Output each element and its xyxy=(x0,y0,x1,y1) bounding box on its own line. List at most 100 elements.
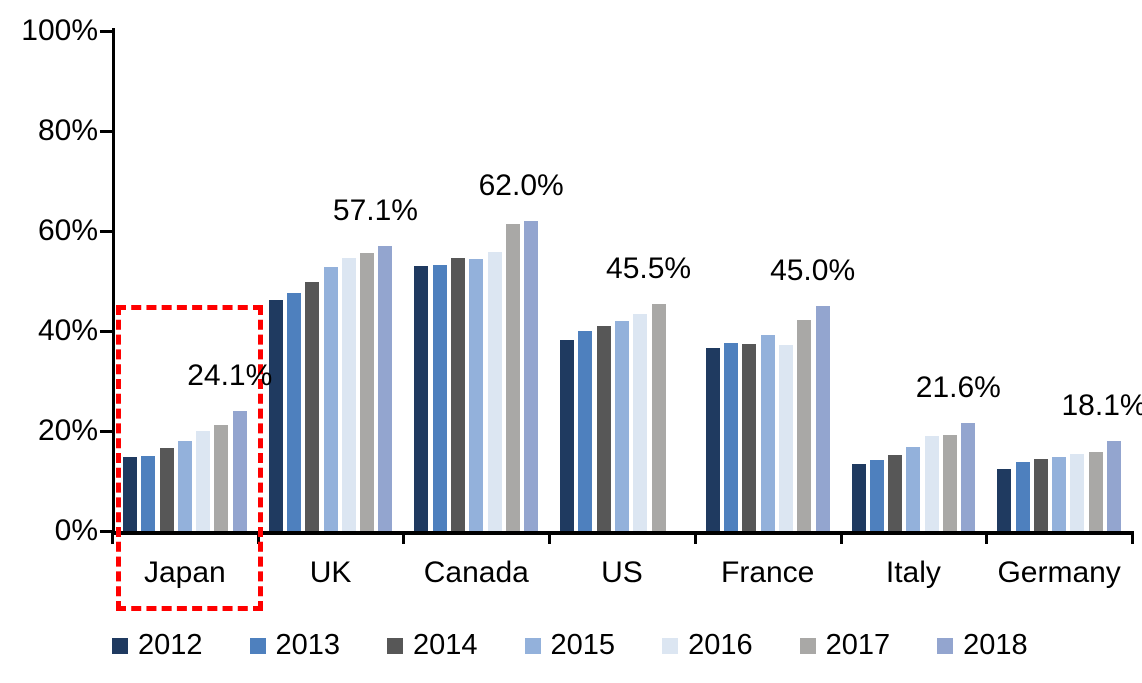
bar-us-2014 xyxy=(596,326,611,531)
bar-japan-2012 xyxy=(122,457,137,531)
y-axis-tick-label: 20% xyxy=(37,414,98,447)
legend-label-2013: 2013 xyxy=(275,629,341,661)
y-axis-tick-label: 60% xyxy=(37,214,98,247)
bar-italy-2014 xyxy=(888,454,903,531)
y-axis-tick-label: 80% xyxy=(37,114,98,147)
y-axis-tick-label: 0% xyxy=(54,514,98,547)
x-axis-label-france: France xyxy=(721,556,815,589)
bar-germany-2018 xyxy=(1107,440,1122,531)
bar-italy-2015 xyxy=(906,446,921,531)
legend-label-2016: 2016 xyxy=(688,629,753,661)
data-label-france: 45.0% xyxy=(770,254,856,287)
bar-us-2016 xyxy=(633,313,648,531)
bar-canada-2014 xyxy=(450,257,465,531)
data-label-italy: 21.6% xyxy=(915,371,1001,404)
bar-us-2013 xyxy=(578,330,593,531)
y-axis-tick-label: 100% xyxy=(21,14,98,47)
x-axis-label-canada: Canada xyxy=(423,556,529,589)
data-label-germany: 18.1% xyxy=(1061,388,1142,422)
legend-item-2017: 2017 xyxy=(799,629,891,662)
bar-us-2012 xyxy=(560,340,575,531)
bar-france-2013 xyxy=(724,343,739,531)
legend-item-2016: 2016 xyxy=(662,629,753,662)
bar-germany-2017 xyxy=(1088,452,1103,531)
y-axis-tick-mark xyxy=(100,330,113,333)
y-axis-tick-mark xyxy=(100,230,113,233)
legend-item-2018: 2018 xyxy=(937,629,1028,662)
bar-us-2017 xyxy=(651,303,666,531)
bar-france-2017 xyxy=(797,319,812,531)
data-label-us: 45.5% xyxy=(606,251,692,285)
data-label-uk: 57.1% xyxy=(332,193,418,227)
bar-us-2015 xyxy=(615,320,629,531)
bar-canada-2016 xyxy=(487,251,502,531)
bar-japan-2015 xyxy=(177,440,192,531)
legend-swatch-2018 xyxy=(937,637,954,654)
bar-germany-2016 xyxy=(1070,454,1085,531)
legend-swatch-2015 xyxy=(524,637,541,654)
x-axis-tick-mark xyxy=(111,531,114,544)
bar-uk-2014 xyxy=(305,282,320,531)
data-label-japan: 24.1% xyxy=(187,358,273,392)
bar-canada-2012 xyxy=(414,266,429,531)
bar-italy-2012 xyxy=(851,464,866,531)
bar-canada-2017 xyxy=(505,223,520,531)
bar-germany-2012 xyxy=(997,469,1012,531)
x-axis-tick-mark xyxy=(402,531,406,544)
y-axis-line xyxy=(112,28,115,532)
bar-japan-2016 xyxy=(196,430,211,531)
x-axis-tick-mark xyxy=(693,531,697,544)
x-axis-tick-mark xyxy=(839,531,843,544)
bar-france-2016 xyxy=(779,345,793,531)
legend-item-2012: 2012 xyxy=(112,629,203,662)
legend-label-2017: 2017 xyxy=(825,629,891,661)
bar-canada-2013 xyxy=(432,264,447,531)
x-axis-label-uk: UK xyxy=(309,556,352,589)
x-axis-label-us: US xyxy=(601,556,643,589)
bar-france-2012 xyxy=(705,348,720,531)
x-axis-tick-mark xyxy=(548,531,552,544)
japan-highlight-box xyxy=(116,305,263,611)
legend-item-2013: 2013 xyxy=(249,629,341,662)
bar-uk-2015 xyxy=(323,266,338,531)
x-axis-tick-mark xyxy=(1131,531,1134,544)
x-axis-label-italy: Italy xyxy=(885,556,941,589)
bar-japan-2014 xyxy=(159,447,174,531)
y-axis-tick-label: 40% xyxy=(37,314,98,347)
y-axis-tick-mark xyxy=(100,30,113,33)
legend-swatch-2013 xyxy=(249,637,266,654)
bar-italy-2017 xyxy=(943,434,958,531)
bar-germany-2014 xyxy=(1033,458,1048,531)
x-axis-label-germany: Germany xyxy=(997,556,1121,589)
bar-germany-2013 xyxy=(1015,461,1030,531)
x-axis-line xyxy=(111,531,1133,535)
legend-swatch-2012 xyxy=(112,637,128,654)
data-label-canada: 62.0% xyxy=(478,169,564,202)
bar-germany-2015 xyxy=(1052,456,1067,531)
bar-japan-2018 xyxy=(232,410,247,531)
legend-swatch-2016 xyxy=(662,637,679,654)
legend-item-2014: 2014 xyxy=(387,629,478,662)
legend-label-2015: 2015 xyxy=(550,629,616,661)
bar-italy-2018 xyxy=(961,423,976,531)
legend: 2012 2013 2014 2015 2016 2017 2018 xyxy=(112,629,1028,662)
bar-japan-2013 xyxy=(141,456,156,531)
y-axis-tick-mark xyxy=(100,530,113,533)
bar-france-2018 xyxy=(815,306,830,531)
legend-item-2015: 2015 xyxy=(524,629,616,662)
x-axis-tick-mark xyxy=(985,531,989,544)
bar-uk-2013 xyxy=(286,292,301,531)
legend-label-2014: 2014 xyxy=(413,629,478,661)
bar-france-2015 xyxy=(760,335,775,531)
y-axis-tick-mark xyxy=(100,430,113,433)
bar-uk-2016 xyxy=(341,258,356,531)
bar-italy-2013 xyxy=(869,460,884,531)
x-axis-label-japan: Japan xyxy=(143,556,226,589)
bar-france-2014 xyxy=(742,344,757,531)
bar-italy-2016 xyxy=(924,436,939,531)
legend-label-2018: 2018 xyxy=(963,629,1028,661)
legend-swatch-2014 xyxy=(387,637,404,654)
legend-swatch-2017 xyxy=(799,637,816,654)
bar-canada-2015 xyxy=(469,258,484,531)
